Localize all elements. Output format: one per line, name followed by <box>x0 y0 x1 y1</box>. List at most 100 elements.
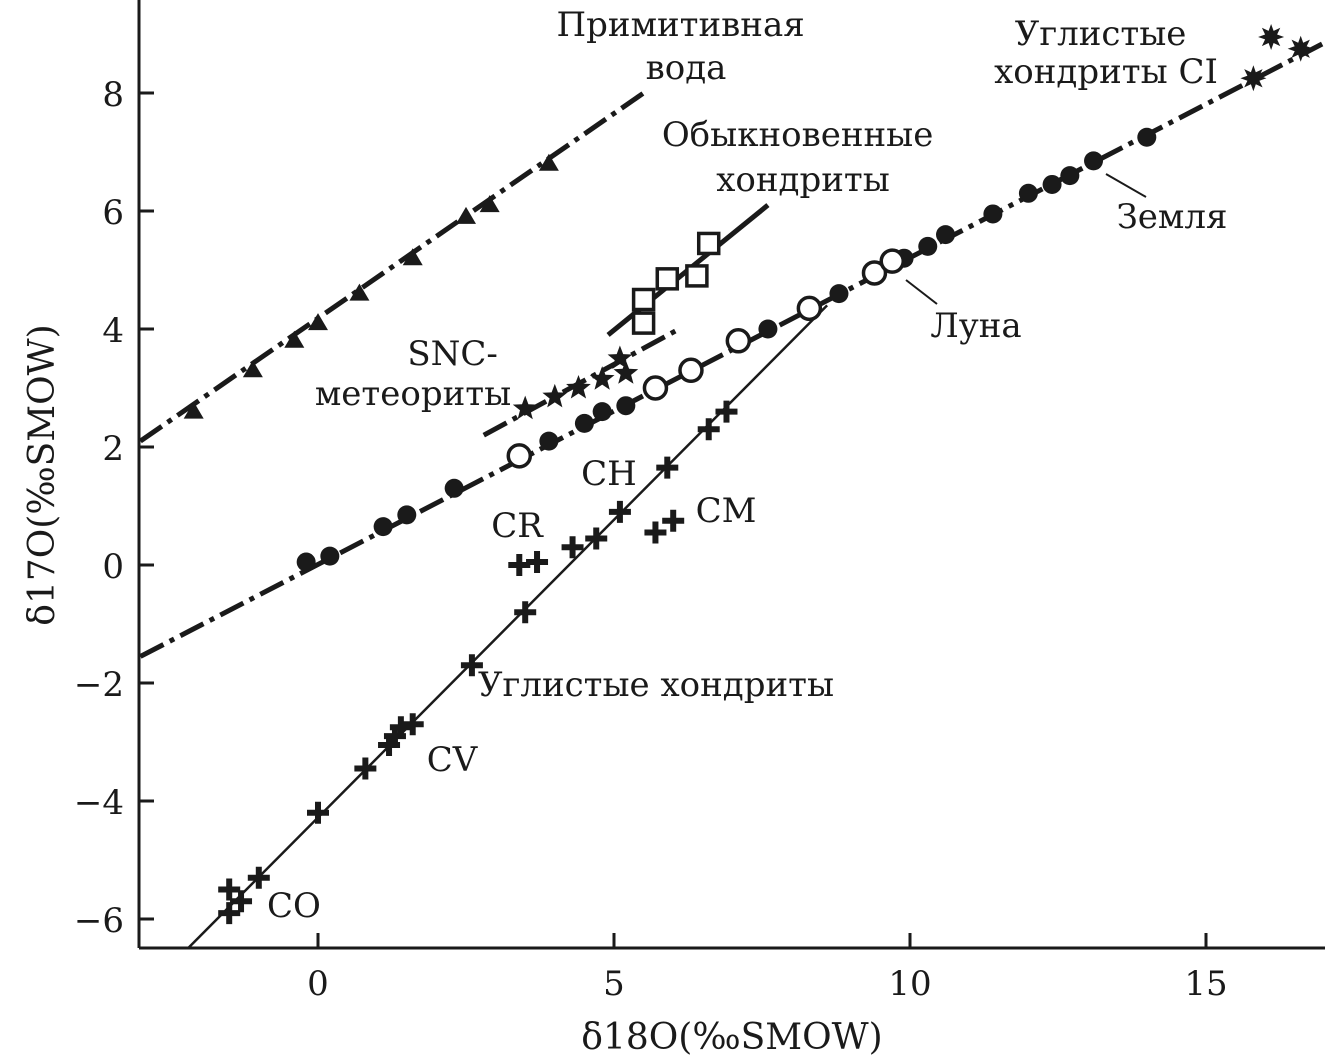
square-marker <box>696 231 721 256</box>
annotation-cm: CM <box>696 491 757 531</box>
star-marker <box>566 375 591 399</box>
circle-marker <box>397 505 417 525</box>
x-tick-labels: 0 5 10 15 <box>307 964 1227 1004</box>
triangle-marker <box>479 195 500 213</box>
y-tick-label: 4 <box>102 311 124 351</box>
annotation-line: хондриты CI <box>994 52 1218 92</box>
annotation-ordinary-chondrites: Обыкновенные хондриты <box>662 115 944 200</box>
x-axis-label: δ18O(‰SMOW) <box>581 1017 882 1058</box>
y-tick-labels: −6 −4 −2 0 2 4 6 8 <box>74 75 124 941</box>
annotation-line: Углистые <box>1015 14 1187 54</box>
circle-marker <box>539 431 559 451</box>
circle-marker <box>829 284 849 304</box>
cross-marker <box>585 527 608 550</box>
sunburst-marker <box>1258 24 1285 50</box>
open-circle-marker <box>796 295 823 322</box>
sunburst-marker <box>1240 65 1267 92</box>
open-circle-marker <box>642 375 669 401</box>
y-tick-label: 8 <box>102 75 124 115</box>
circle-marker <box>592 402 612 422</box>
cross-marker <box>354 757 377 780</box>
open-circle-marker <box>725 328 752 354</box>
annotations: Примитивная вода Обыкновенные хондриты S… <box>267 5 1227 926</box>
primitive-water-line <box>139 90 646 444</box>
axes <box>137 0 1325 950</box>
cross-marker <box>608 500 631 523</box>
annotation-carbonaceous-chondrites: Углистые хондриты <box>478 665 834 705</box>
cross-marker <box>307 801 329 824</box>
circle-marker <box>918 236 938 256</box>
y-tick-label: 6 <box>102 193 124 233</box>
cross-marker <box>697 418 720 441</box>
square-marker <box>655 267 680 291</box>
circle-marker <box>1060 166 1080 186</box>
annotation-earth: Земля <box>1117 197 1228 237</box>
y-tick-label: −2 <box>74 665 124 705</box>
x-tick-label: 15 <box>1184 964 1227 1004</box>
triangle-marker <box>284 330 305 348</box>
cross-marker <box>460 654 483 677</box>
cross-marker <box>247 866 270 889</box>
triangle-marker <box>402 248 423 266</box>
triangle-marker <box>183 401 204 419</box>
cross-marker <box>230 890 253 913</box>
y-tick-label: −4 <box>74 783 124 823</box>
cross-marker <box>401 713 424 736</box>
cross-marker <box>514 601 537 624</box>
cross-marker <box>561 536 584 559</box>
circle-marker <box>1042 174 1062 194</box>
cross-marker <box>662 509 685 532</box>
y-axis-label: δ17O(‰SMOW) <box>22 324 63 625</box>
data-points <box>183 24 1314 925</box>
triangle-marker <box>538 153 559 171</box>
cross-marker <box>526 551 549 574</box>
y-tick-label: 0 <box>102 547 124 587</box>
circle-marker <box>758 319 778 339</box>
circle-marker <box>1084 151 1104 171</box>
star-marker <box>613 360 639 384</box>
cross-marker <box>656 456 679 479</box>
cross-marker <box>218 878 241 901</box>
open-circle-marker <box>678 357 704 384</box>
annotation-cr: CR <box>491 506 544 546</box>
triangle-marker <box>308 313 328 331</box>
circle-marker <box>616 396 636 416</box>
circle-marker <box>444 478 464 498</box>
triangle-marker <box>349 283 370 301</box>
star-marker <box>542 383 568 408</box>
triangle-marker <box>242 360 263 378</box>
cross-marker <box>644 521 667 544</box>
square-marker <box>631 311 656 335</box>
open-circle-marker <box>879 248 905 274</box>
cross-marker <box>218 902 241 925</box>
open-circle-marker <box>506 443 533 469</box>
x-tick-label: 10 <box>888 964 931 1004</box>
circle-marker <box>1137 127 1157 147</box>
annotation-ch: CH <box>581 454 637 494</box>
circle-marker <box>983 204 1003 224</box>
x-tick-label: 5 <box>603 964 625 1004</box>
moon-leader-line <box>905 279 938 305</box>
triangle-marker <box>456 206 476 224</box>
annotation-ci-chondrites: Углистые хондриты CI <box>994 14 1218 92</box>
star-marker <box>589 366 615 390</box>
y-tick-label: −6 <box>74 901 124 941</box>
annotation-line: SNC- <box>407 334 498 374</box>
earth-leader-line <box>1105 173 1147 198</box>
annotation-co: CO <box>267 886 321 926</box>
annotation-snc-meteorites: SNC- метеориты <box>315 334 511 414</box>
circle-marker <box>373 517 393 537</box>
circle-marker <box>936 225 956 245</box>
annotation-moon: Луна <box>930 306 1021 346</box>
x-tick-label: 0 <box>307 964 329 1004</box>
circle-marker <box>320 546 340 566</box>
square-marker <box>685 264 709 288</box>
annotation-cv: CV <box>427 740 479 780</box>
circle-marker <box>574 413 594 433</box>
sunburst-marker <box>1287 35 1314 62</box>
circle-marker <box>296 552 316 572</box>
cross-marker <box>715 400 738 423</box>
y-tick-label: 2 <box>102 429 124 469</box>
tick-marks <box>139 91 1208 948</box>
